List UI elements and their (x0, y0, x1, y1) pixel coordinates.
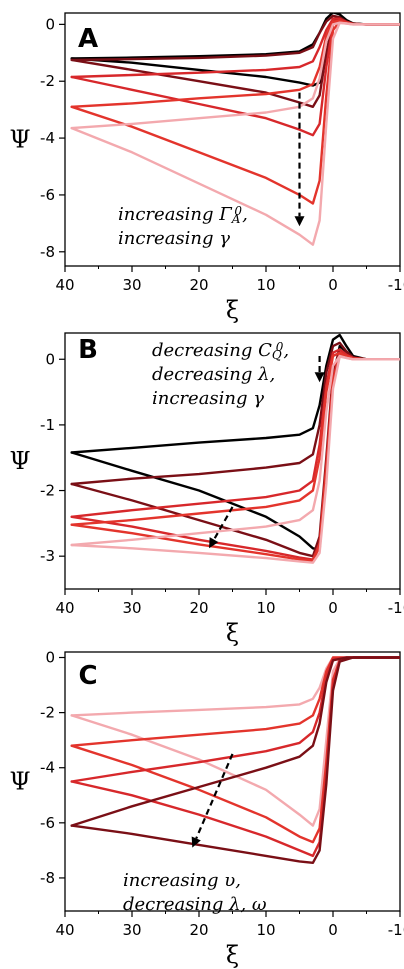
annotation-line: decreasing CQ0, (152, 340, 289, 362)
plot-frame (64, 12, 401, 267)
x-tick-label: 30 (122, 921, 141, 939)
trend-arrow (213, 506, 234, 541)
y-axis-title: Ψ (9, 126, 30, 154)
series-line (70, 656, 400, 864)
panel-letter: B (78, 335, 98, 365)
annotation-line: increasing ΓA0, (118, 204, 248, 226)
series-line (70, 13, 400, 60)
y-tick-label: -2 (40, 482, 55, 500)
x-axis-title: ξ (226, 296, 239, 324)
annotation-line: increasing γ (118, 228, 230, 249)
series-line (70, 19, 400, 108)
series-line (70, 656, 400, 717)
x-tick-label: 30 (122, 276, 141, 294)
x-tick-label: 0 (328, 599, 338, 617)
y-tick-label: -4 (40, 759, 55, 777)
trend-arrow (195, 753, 234, 839)
y-tick-label: -8 (40, 869, 55, 887)
series-line (70, 21, 400, 246)
y-tick-label: -8 (40, 243, 55, 261)
y-tick-label: -2 (40, 72, 55, 90)
x-tick-label: 30 (122, 599, 141, 617)
series-line (70, 18, 400, 137)
x-tick-label: 20 (189, 921, 208, 939)
x-tick-label: -10 (388, 921, 404, 939)
x-tick-label: 10 (256, 276, 275, 294)
y-axis-title: Ψ (9, 447, 30, 475)
trend-arrow-head (294, 216, 305, 227)
y-tick-label: -6 (40, 186, 55, 204)
x-tick-label: 20 (189, 276, 208, 294)
y-axis-title: Ψ (9, 768, 30, 796)
x-tick-label: 20 (189, 599, 208, 617)
x-tick-label: 40 (55, 599, 74, 617)
series-group (70, 13, 400, 246)
series-line (70, 656, 400, 783)
annotation-line: decreasing λ, ω (123, 894, 267, 915)
trend-arrow-head (314, 372, 325, 383)
annotation-line: increasing υ, (123, 870, 241, 891)
annotation-line: increasing γ (152, 388, 264, 409)
x-tick-label: 40 (55, 276, 74, 294)
series-line (70, 656, 400, 844)
trend-arrow-head (209, 537, 219, 549)
y-tick-label: 0 (45, 649, 55, 667)
y-tick-label: -1 (40, 416, 55, 434)
series-line (70, 355, 400, 564)
x-axis-title: ξ (226, 619, 239, 647)
x-tick-label: -10 (388, 599, 404, 617)
x-axis-title: ξ (226, 941, 239, 969)
y-tick-label: -6 (40, 814, 55, 832)
panel-letter: A (78, 24, 98, 54)
y-tick-label: -3 (40, 547, 55, 565)
series-line (70, 333, 400, 454)
x-tick-label: -10 (388, 276, 404, 294)
y-tick-label: 0 (45, 350, 55, 368)
x-tick-label: 0 (328, 921, 338, 939)
trend-arrow-head (191, 836, 201, 848)
x-tick-label: 40 (55, 921, 74, 939)
y-tick-label: -4 (40, 129, 55, 147)
y-tick-label: -2 (40, 704, 55, 722)
x-tick-label: 10 (256, 921, 275, 939)
panel-letter: C (78, 661, 97, 691)
x-tick-label: 10 (256, 599, 275, 617)
series-line (70, 656, 400, 747)
x-tick-label: 0 (328, 276, 338, 294)
series-group (70, 656, 400, 864)
annotation-line: decreasing λ, (152, 364, 275, 385)
y-tick-label: 0 (45, 15, 55, 33)
